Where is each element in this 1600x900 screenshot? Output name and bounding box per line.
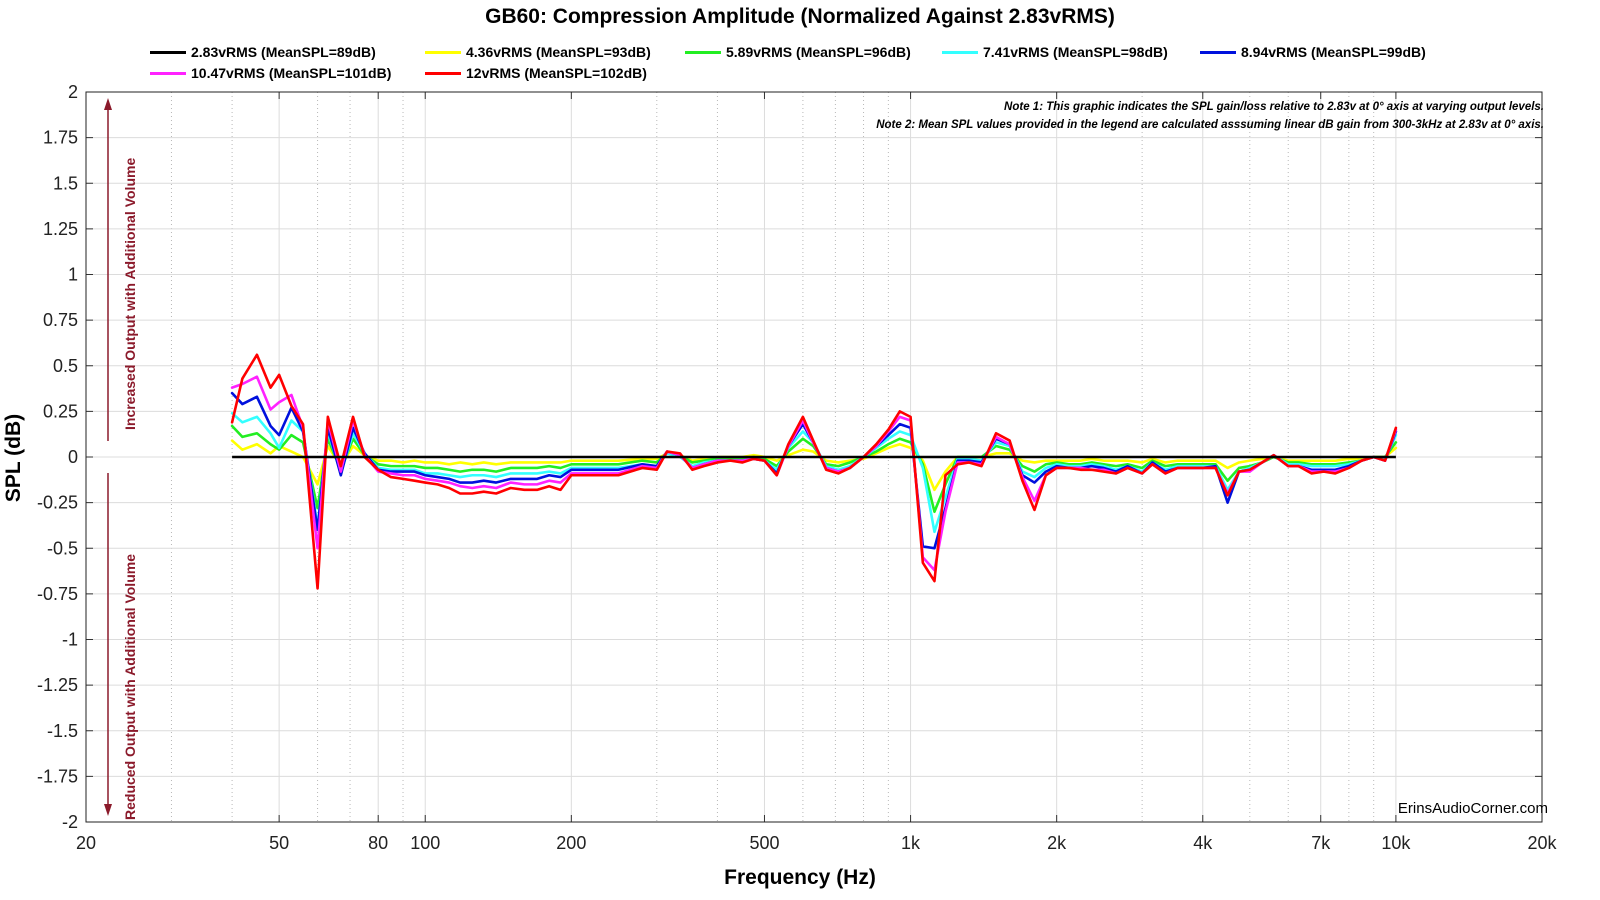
legend-label: 12vRMS (MeanSPL=102dB) xyxy=(466,65,647,81)
decrease-arrow-head xyxy=(104,804,112,816)
x-tick-label: 100 xyxy=(410,833,440,853)
legend-swatch xyxy=(685,50,721,54)
annotation-reduced: Reduced Output with Additional Volume xyxy=(122,554,138,820)
x-tick-label: 50 xyxy=(269,833,289,853)
y-tick-label: 2 xyxy=(68,82,78,102)
legend-swatch xyxy=(942,50,978,54)
legend-item: 12vRMS (MeanSPL=102dB) xyxy=(425,65,647,81)
x-tick-label: 10k xyxy=(1381,833,1411,853)
legend-swatch xyxy=(425,71,461,75)
series-line-2 xyxy=(230,424,1398,514)
y-tick-label: -1.25 xyxy=(37,675,78,695)
legend-label: 10.47vRMS (MeanSPL=101dB) xyxy=(191,65,392,81)
y-tick-label: 0.25 xyxy=(43,401,78,421)
y-axis-label: SPL (dB) xyxy=(2,413,25,503)
y-tick-label: 1 xyxy=(68,265,78,285)
y-tick-label: 0.5 xyxy=(53,356,78,376)
y-tick-label: -1 xyxy=(62,630,78,650)
y-tick-label: 0.75 xyxy=(43,310,78,330)
x-tick-label: 2k xyxy=(1047,833,1067,853)
y-tick-label: 1.25 xyxy=(43,219,78,239)
legend-item: 10.47vRMS (MeanSPL=101dB) xyxy=(150,65,391,81)
legend-item: 2.83vRMS (MeanSPL=89dB) xyxy=(150,44,376,60)
note-1: Note 1: This graphic indicates the SPL g… xyxy=(1004,101,1544,113)
legend-swatch xyxy=(425,50,461,54)
annotation-increased: Increased Output with Additional Volume xyxy=(122,157,138,430)
x-tick-label: 500 xyxy=(749,833,779,853)
legend-item: 5.89vRMS (MeanSPL=96dB) xyxy=(685,44,911,60)
legend-label: 5.89vRMS (MeanSPL=96dB) xyxy=(726,44,911,60)
legend-label: 7.41vRMS (MeanSPL=98dB) xyxy=(983,44,1168,60)
plot-border xyxy=(85,91,1543,823)
y-tick-label: -0.25 xyxy=(37,493,78,513)
y-tick-label: -0.75 xyxy=(37,584,78,604)
x-tick-label: 200 xyxy=(556,833,586,853)
x-tick-label: 20 xyxy=(76,833,96,853)
y-tick-label: -1.75 xyxy=(37,766,78,786)
chart-title: GB60: Compression Amplitude (Normalized … xyxy=(485,5,1115,28)
increase-arrow-head xyxy=(104,98,112,110)
series-line-1 xyxy=(230,439,1398,492)
legend-item: 7.41vRMS (MeanSPL=98dB) xyxy=(942,44,1168,60)
legend-item: 8.94vRMS (MeanSPL=99dB) xyxy=(1200,44,1426,60)
x-axis-label: Frequency (Hz) xyxy=(724,866,876,889)
y-tick-label: 0 xyxy=(68,447,78,467)
legend-swatch xyxy=(1200,50,1236,54)
legend-swatch xyxy=(150,71,186,75)
y-tick-label: -0.5 xyxy=(47,538,78,558)
watermark-text: ErinsAudioCorner.com xyxy=(1397,800,1548,817)
y-tick-label: -2 xyxy=(62,812,78,832)
y-tick-label: 1.5 xyxy=(53,173,78,193)
x-tick-label: 7k xyxy=(1311,833,1331,853)
legend-label: 2.83vRMS (MeanSPL=89dB) xyxy=(191,44,376,60)
x-tick-label: 1k xyxy=(901,833,921,853)
legend-swatch xyxy=(150,50,186,54)
x-tick-label: 4k xyxy=(1193,833,1213,853)
x-tick-label: 20k xyxy=(1527,833,1557,853)
series-line-6 xyxy=(230,353,1398,590)
y-tick-label: 1.75 xyxy=(43,128,78,148)
legend-label: 4.36vRMS (MeanSPL=93dB) xyxy=(466,44,651,60)
note-2: Note 2: Mean SPL values provided in the … xyxy=(876,119,1544,131)
x-tick-label: 80 xyxy=(368,833,388,853)
legend-item: 4.36vRMS (MeanSPL=93dB) xyxy=(425,44,651,60)
y-tick-label: -1.5 xyxy=(47,721,78,741)
legend-label: 8.94vRMS (MeanSPL=99dB) xyxy=(1241,44,1426,60)
